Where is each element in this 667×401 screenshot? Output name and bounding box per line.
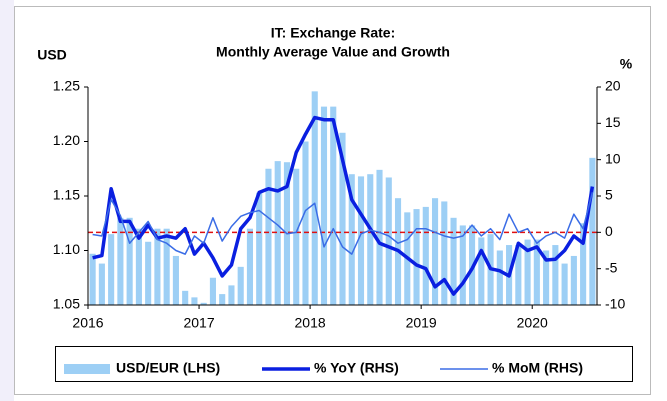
y2-tick-label: 0 — [605, 223, 613, 239]
bar — [561, 263, 568, 305]
bar — [256, 192, 263, 305]
bar — [330, 106, 337, 306]
bar — [367, 174, 374, 305]
bar — [117, 217, 124, 305]
bar — [496, 250, 503, 305]
y2-tick-label: -5 — [605, 259, 618, 275]
bar — [163, 228, 170, 305]
bar — [219, 294, 226, 305]
bar — [570, 255, 577, 305]
bar — [515, 245, 522, 305]
legend-label: % MoM (RHS) — [492, 360, 583, 376]
line — [92, 192, 594, 255]
bar — [265, 168, 272, 305]
bar — [543, 250, 550, 305]
y2-tick-label: 10 — [605, 150, 621, 166]
legend-label: % YoY (RHS) — [314, 360, 399, 376]
bar — [191, 297, 198, 305]
legend-swatch — [64, 364, 110, 374]
y-tick-label: 1.05 — [53, 296, 80, 312]
x-tick-label: 2020 — [517, 315, 548, 331]
bar — [154, 228, 161, 305]
chart-subtitle: Monthly Average Value and Growth — [216, 44, 450, 60]
bar — [302, 141, 309, 305]
bar — [459, 225, 466, 305]
bar — [172, 255, 179, 305]
legend-label: USD/EUR (LHS) — [116, 360, 220, 376]
bar — [376, 169, 383, 305]
bar — [126, 217, 133, 305]
bar — [135, 228, 142, 305]
y-tick-label: 1.20 — [53, 132, 80, 148]
bar — [580, 223, 587, 305]
y-tick-label: 1.25 — [53, 78, 80, 94]
bar — [413, 209, 420, 305]
bar — [431, 198, 439, 305]
bar — [98, 263, 105, 305]
bar — [524, 239, 531, 305]
bar — [450, 217, 457, 305]
x-tick-label: 2019 — [406, 315, 437, 331]
bar — [339, 132, 346, 305]
bar — [89, 253, 96, 305]
bar — [552, 245, 559, 305]
bar — [228, 285, 235, 305]
side-band — [0, 0, 14, 401]
bar — [182, 290, 189, 305]
legend-box — [55, 346, 633, 382]
y2-tick-label: 15 — [605, 114, 621, 130]
bar — [209, 277, 216, 305]
x-tick-label: 2018 — [295, 315, 326, 331]
y2-tick-label: 20 — [605, 78, 621, 94]
bar — [237, 266, 244, 305]
bar — [320, 106, 328, 306]
y2-tick-label: 5 — [605, 187, 613, 203]
y-tick-label: 1.10 — [53, 241, 80, 257]
bar — [108, 234, 115, 305]
bar — [533, 239, 540, 305]
bar — [274, 161, 281, 305]
bar — [589, 157, 596, 305]
bar — [441, 201, 448, 305]
bar — [200, 302, 207, 305]
bar — [422, 206, 429, 305]
chart-title: IT: Exchange Rate: — [271, 25, 395, 41]
bar — [145, 241, 152, 305]
y2-tick-label: -10 — [605, 296, 625, 312]
y2-axis-label: % — [620, 56, 633, 72]
bar — [348, 174, 355, 305]
bar — [385, 177, 392, 305]
line — [92, 115, 595, 296]
y-axis-label: USD — [37, 47, 67, 63]
bar — [478, 237, 485, 305]
y-tick-label: 1.15 — [53, 187, 80, 203]
bar — [357, 176, 365, 305]
x-tick-label: 2016 — [72, 315, 103, 331]
bar — [311, 91, 318, 305]
bar — [293, 168, 300, 305]
x-tick-label: 2017 — [183, 315, 214, 331]
bar — [246, 228, 254, 305]
